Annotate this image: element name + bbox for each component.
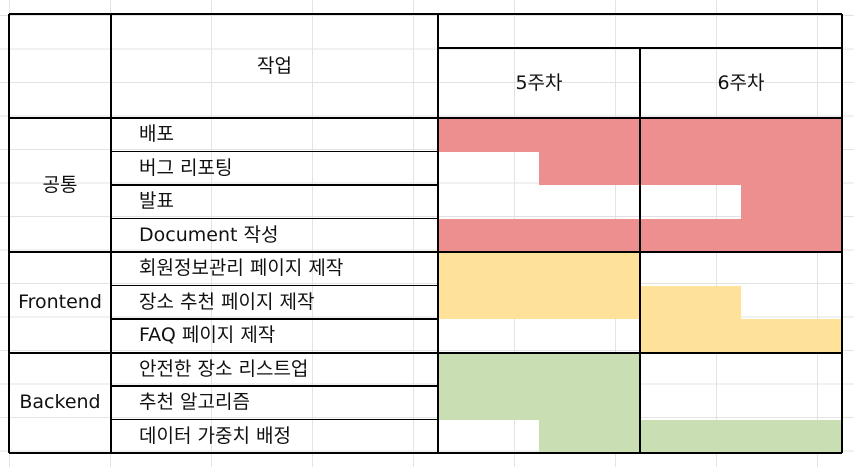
timeline-fill-cell <box>640 419 741 453</box>
timeline-fill-cell <box>539 419 640 453</box>
task-column-divider <box>437 14 439 453</box>
header-week-5: 5주차 <box>515 71 563 94</box>
group-column-divider <box>110 14 112 453</box>
timeline-fill-cell <box>640 319 741 353</box>
table-border-right <box>841 14 843 453</box>
task-row-line <box>111 184 438 186</box>
task-row-line <box>111 418 438 421</box>
timeline-fill-cell <box>438 285 539 319</box>
task-row-line <box>111 318 438 320</box>
timeline-fill-cell <box>640 218 741 252</box>
header-bottom-border <box>9 117 842 119</box>
table-border-left <box>8 14 10 453</box>
timeline-fill-cell <box>539 118 640 152</box>
task-row-line <box>111 217 438 220</box>
timeline-fill-cell <box>741 218 842 252</box>
task-row-line <box>111 385 438 387</box>
timeline-fill-cell <box>438 218 539 252</box>
table-border-top <box>9 13 842 15</box>
timeline-fill-cell <box>640 285 741 319</box>
group-separator <box>9 251 842 253</box>
timeline-fill-cell <box>539 352 640 386</box>
task-label: 버그 리포팅 <box>139 156 233 179</box>
timeline-fill-cell <box>539 218 640 252</box>
table-border-bottom <box>9 452 842 454</box>
timeline-fill-cell <box>438 352 539 386</box>
timeline-fill-cell <box>438 118 539 152</box>
task-label: 발표 <box>139 190 174 213</box>
task-label: 회원정보관리 페이지 제작 <box>139 257 344 280</box>
group-label: Backend <box>19 391 101 414</box>
timeline-fill-cell <box>640 118 741 152</box>
task-label: 추천 알고리즘 <box>139 391 250 414</box>
timeline-fill-cell <box>539 285 640 319</box>
header-task-label: 작업 <box>257 54 292 77</box>
header-week-6: 6주차 <box>717 71 765 94</box>
task-label: 안전한 장소 리스트업 <box>139 357 309 380</box>
timeline-fill-cell <box>539 252 640 286</box>
group-label: Frontend <box>18 290 102 313</box>
task-row-line <box>111 284 438 287</box>
timeline-fill-cell <box>741 118 842 152</box>
timeline-fill-cell <box>438 252 539 286</box>
task-label: FAQ 페이지 제작 <box>139 324 276 347</box>
group-separator <box>9 351 842 354</box>
task-label: 데이터 가중치 배정 <box>139 424 291 447</box>
task-label: 배포 <box>139 123 174 146</box>
group-label: 공통 <box>42 173 78 196</box>
week-divider <box>639 48 641 453</box>
timeline-fill-cell <box>438 386 539 420</box>
timeline-fill-cell <box>741 185 842 219</box>
timeline-fill-cell <box>741 151 842 185</box>
timeline-fill-cell <box>640 151 741 185</box>
timeline-fill-cell <box>539 386 640 420</box>
timeline-fill-cell <box>741 419 842 453</box>
task-label: Document 작성 <box>139 223 279 246</box>
timeline-fill-cell <box>741 319 842 353</box>
task-row-line <box>111 150 438 153</box>
task-label: 장소 추천 페이지 제작 <box>139 290 315 313</box>
timeline-fill-cell <box>539 151 640 185</box>
